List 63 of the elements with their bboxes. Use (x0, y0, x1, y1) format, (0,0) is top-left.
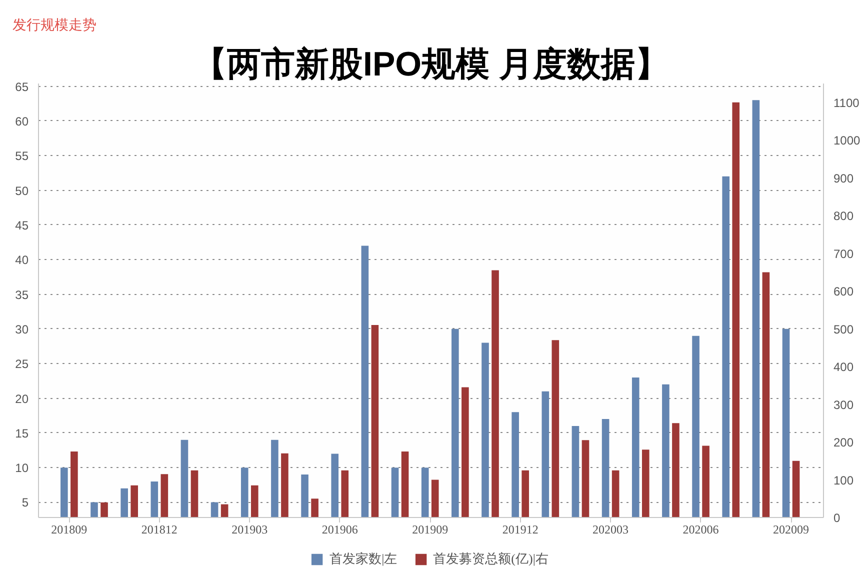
text: 发行规模走势 (12, 16, 96, 32)
bar (190, 470, 198, 518)
y2-tick-label: 300 (834, 398, 854, 412)
bar (762, 272, 770, 518)
y-tick-label: 45 (15, 218, 29, 232)
x-tick-label: 201912 (502, 522, 538, 536)
y-tick-label: 60 (15, 114, 29, 128)
x-tick-label: 201809 (51, 522, 88, 536)
bar (672, 423, 680, 518)
legend-label: 首发募资总额(亿)|右 (433, 550, 548, 568)
y-tick-label: 65 (15, 80, 29, 94)
bar (612, 470, 620, 518)
bar (130, 485, 138, 518)
bar (220, 504, 228, 518)
y2-tick-label: 600 (834, 284, 854, 299)
bar (100, 502, 108, 518)
y-tick-label: 35 (15, 288, 29, 302)
bar (642, 450, 650, 518)
x-tick-label: 201903 (232, 522, 268, 536)
x-tick-label: 202003 (592, 522, 629, 536)
x-tick-label: 202006 (682, 522, 719, 536)
y2-tick-label: 700 (834, 246, 854, 261)
y2-tick-label: 1100 (834, 96, 860, 110)
chart-title: 【两市新股IPO规模 月度数据】 (192, 46, 670, 84)
bar (70, 451, 78, 518)
bar (250, 485, 258, 518)
bar (792, 460, 800, 518)
bar (311, 498, 318, 518)
bar (732, 102, 740, 518)
bar (702, 446, 710, 518)
y-tick-label: 5 (22, 496, 29, 510)
y2-tick-label: 900 (834, 171, 854, 186)
y2-tick-label: 1000 (834, 134, 861, 148)
x-tick-label: 202009 (773, 522, 810, 536)
y-tick-label: 15 (15, 426, 29, 440)
y-tick-label: 40 (15, 253, 29, 268)
y-tick-label: 55 (15, 149, 29, 164)
y-tick-label: 50 (15, 184, 29, 198)
bar (582, 440, 590, 518)
bar (160, 474, 168, 518)
y2-tick-label: 200 (834, 436, 854, 450)
bar (462, 387, 469, 518)
bar (401, 451, 409, 518)
bar (281, 453, 288, 518)
bar (552, 340, 560, 518)
y2-tick-label: 500 (834, 322, 854, 336)
y2-tick-label: 800 (834, 209, 854, 224)
bar (492, 270, 499, 518)
y-tick-label: 10 (15, 461, 29, 476)
y-tick-label: 20 (15, 392, 29, 406)
bar (431, 480, 439, 518)
y-tick-label: 25 (15, 357, 29, 372)
bar (522, 470, 529, 518)
y2-tick-label: 400 (834, 360, 854, 374)
x-tick-label: 201906 (322, 522, 358, 536)
y2-tick-label: 0 (834, 511, 840, 525)
legend-label: 首发家数|左 (330, 550, 398, 568)
y-tick-label: 30 (15, 322, 29, 336)
x-tick-label: 201812 (141, 522, 178, 536)
bar (341, 470, 349, 518)
bar (371, 325, 379, 518)
x-tick-label: 201909 (412, 522, 448, 536)
y2-tick-label: 100 (834, 473, 854, 488)
